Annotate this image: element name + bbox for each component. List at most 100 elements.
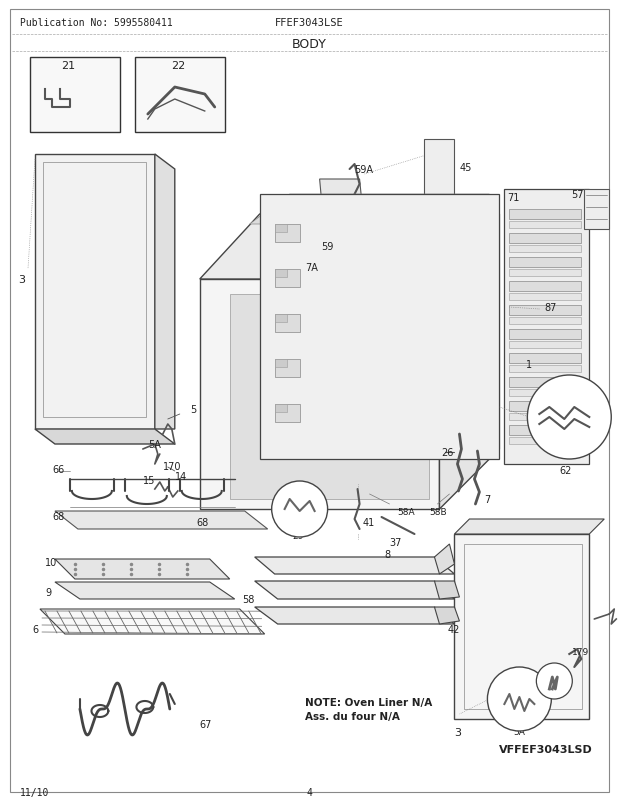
Polygon shape <box>40 610 265 634</box>
Polygon shape <box>55 582 235 599</box>
Bar <box>510 233 582 244</box>
Text: Ass. du four N/A: Ass. du four N/A <box>304 711 399 721</box>
Text: 41: 41 <box>363 517 375 528</box>
Bar <box>43 163 146 418</box>
Text: 29: 29 <box>293 532 304 541</box>
Text: 21: 21 <box>61 61 75 71</box>
Circle shape <box>487 667 551 731</box>
Text: 68: 68 <box>197 517 209 528</box>
Text: 71: 71 <box>507 192 520 203</box>
Polygon shape <box>35 429 175 444</box>
Text: 170: 170 <box>163 461 181 472</box>
Bar <box>510 378 582 387</box>
Bar <box>275 314 286 322</box>
Circle shape <box>528 375 611 460</box>
Text: NOTE: Oven Liner N/A: NOTE: Oven Liner N/A <box>304 697 432 707</box>
Polygon shape <box>255 607 454 624</box>
Text: 42: 42 <box>448 624 460 634</box>
Circle shape <box>272 481 327 537</box>
Polygon shape <box>435 545 454 574</box>
Text: 58A: 58A <box>397 508 415 516</box>
Polygon shape <box>255 581 454 599</box>
Text: 59A: 59A <box>355 164 374 175</box>
Text: 3: 3 <box>454 727 461 737</box>
Bar <box>510 306 582 316</box>
Text: 5A: 5A <box>148 439 161 449</box>
Polygon shape <box>440 215 499 509</box>
Bar <box>510 269 582 277</box>
Text: eReplacementParts.com: eReplacementParts.com <box>208 391 411 408</box>
Bar <box>510 354 582 363</box>
Text: 9: 9 <box>45 587 51 597</box>
Text: 58B: 58B <box>430 508 447 516</box>
Bar <box>275 359 286 367</box>
Text: VFFEF3043LSD: VFFEF3043LSD <box>499 744 593 754</box>
Bar <box>510 330 582 339</box>
Text: 26: 26 <box>441 448 454 457</box>
Polygon shape <box>260 195 499 460</box>
Bar <box>510 245 582 253</box>
Bar <box>275 359 299 378</box>
Polygon shape <box>35 155 155 429</box>
Polygon shape <box>505 190 589 464</box>
Polygon shape <box>255 557 454 574</box>
Polygon shape <box>320 180 365 235</box>
Polygon shape <box>425 140 454 200</box>
Polygon shape <box>584 190 609 229</box>
Polygon shape <box>454 534 589 719</box>
Polygon shape <box>454 520 604 534</box>
Text: 5A: 5A <box>513 727 525 736</box>
Polygon shape <box>200 215 499 280</box>
Bar <box>275 404 286 412</box>
Polygon shape <box>155 155 175 429</box>
Bar <box>135 58 224 133</box>
Text: 4: 4 <box>307 787 312 797</box>
Polygon shape <box>55 512 268 529</box>
Text: 15: 15 <box>143 476 155 485</box>
Bar <box>275 225 286 233</box>
Circle shape <box>536 663 572 699</box>
Text: 7: 7 <box>484 494 490 504</box>
Text: 5: 5 <box>190 404 196 415</box>
Text: 58: 58 <box>242 594 254 604</box>
Bar <box>275 225 299 243</box>
Text: 87: 87 <box>544 302 557 313</box>
Bar <box>510 282 582 292</box>
Bar <box>510 390 582 396</box>
Text: Publication No: 5995580411: Publication No: 5995580411 <box>20 18 173 28</box>
Polygon shape <box>250 195 489 225</box>
Bar <box>464 545 582 709</box>
Bar <box>275 269 286 277</box>
Text: 62: 62 <box>559 465 572 476</box>
Bar <box>510 257 582 268</box>
Text: 67: 67 <box>200 719 212 729</box>
Bar <box>510 366 582 373</box>
Text: 37: 37 <box>389 537 402 547</box>
Text: 68: 68 <box>52 512 64 521</box>
Bar <box>510 437 582 444</box>
Text: 1: 1 <box>526 359 533 370</box>
Text: 5: 5 <box>559 673 565 683</box>
Bar <box>510 318 582 325</box>
Text: 6: 6 <box>32 624 38 634</box>
Bar <box>510 426 582 435</box>
Polygon shape <box>200 280 440 509</box>
Bar <box>510 414 582 420</box>
Text: FFEF3043LSE: FFEF3043LSE <box>275 18 344 28</box>
Text: 8: 8 <box>384 549 391 559</box>
Bar <box>275 404 299 423</box>
Bar <box>510 294 582 301</box>
Bar <box>275 314 299 333</box>
Polygon shape <box>435 607 459 624</box>
Text: 14: 14 <box>175 472 187 481</box>
Text: 45: 45 <box>459 163 472 172</box>
Text: 63: 63 <box>534 429 545 439</box>
Text: 10: 10 <box>45 557 57 567</box>
Bar <box>510 221 582 229</box>
Polygon shape <box>435 581 459 599</box>
Text: 57: 57 <box>571 190 583 200</box>
Bar <box>275 269 299 288</box>
Polygon shape <box>230 294 430 500</box>
Bar <box>510 210 582 220</box>
Text: 11/10: 11/10 <box>20 787 50 797</box>
